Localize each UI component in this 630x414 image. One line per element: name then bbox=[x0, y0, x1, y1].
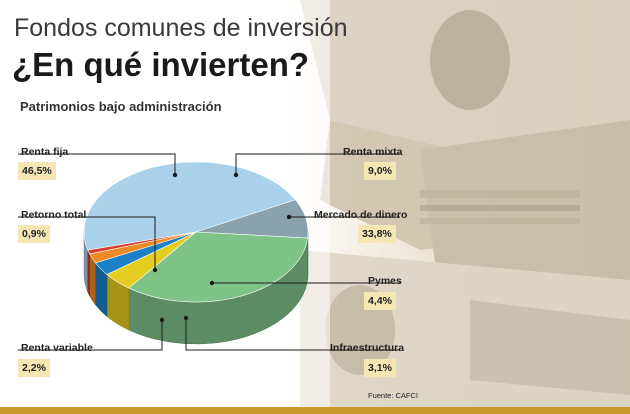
value-retorno-total: 0,9% bbox=[18, 225, 50, 243]
banknote-edge-1 bbox=[420, 190, 580, 198]
chart-title: Fondos comunes de inversión bbox=[14, 14, 348, 42]
leader-dot-renta-mixta bbox=[233, 172, 239, 178]
value-infraestructura: 3,1% bbox=[364, 359, 396, 377]
label-renta-fija: Renta fija bbox=[21, 146, 69, 158]
banknote-edge-3 bbox=[420, 218, 580, 224]
leader-dot-retorno-total bbox=[152, 267, 158, 273]
label-pymes: Pymes bbox=[368, 275, 402, 287]
leader-line-renta-fija bbox=[18, 153, 176, 175]
source-note: Fuente: CAFCI bbox=[368, 391, 419, 400]
banknote-edge-2 bbox=[420, 205, 580, 211]
leader-dot-renta-fija bbox=[172, 172, 178, 178]
pie-slice-renta-fija bbox=[83, 161, 296, 251]
pie-slice-retorno-total bbox=[87, 231, 197, 255]
leader-dot-infraestructura bbox=[183, 315, 189, 321]
label-retorno-total: Retorno total bbox=[21, 209, 87, 221]
value-renta-fija: 46,5% bbox=[18, 162, 56, 180]
chart-subtitle: Patrimonios bajo administración bbox=[20, 99, 222, 114]
pie-slice-mercado-de-dinero bbox=[128, 231, 308, 303]
accent-bar bbox=[0, 407, 630, 414]
banknote-bottom-right bbox=[470, 300, 630, 395]
value-renta-mixta: 9,0% bbox=[364, 162, 396, 180]
leader-lines bbox=[18, 153, 400, 351]
label-mercado-de-dinero: Mercado de dinero bbox=[314, 209, 408, 221]
pie-side-retorno-total bbox=[87, 250, 90, 297]
leader-line-retorno-total bbox=[18, 216, 156, 270]
leader-line-infraestructura bbox=[185, 318, 400, 351]
value-pymes: 4,4% bbox=[364, 292, 396, 310]
pie-tops bbox=[83, 161, 309, 303]
leader-line-renta-variable bbox=[18, 320, 163, 351]
label-renta-mixta: Renta mixta bbox=[343, 146, 403, 158]
chart-headline: ¿En qué invierten? bbox=[12, 46, 310, 83]
leader-dot-renta-variable bbox=[159, 317, 165, 323]
leader-line-renta-mixta bbox=[235, 153, 400, 175]
leader-dot-pymes bbox=[209, 280, 215, 286]
value-renta-variable: 2,2% bbox=[18, 359, 50, 377]
leader-dot-mercado-de-dinero bbox=[286, 214, 292, 220]
label-renta-variable: Renta variable bbox=[21, 342, 93, 354]
portrait-top bbox=[430, 10, 510, 110]
label-infraestructura: Infraestructura bbox=[330, 342, 405, 354]
value-mercado-de-dinero: 33,8% bbox=[358, 225, 396, 243]
